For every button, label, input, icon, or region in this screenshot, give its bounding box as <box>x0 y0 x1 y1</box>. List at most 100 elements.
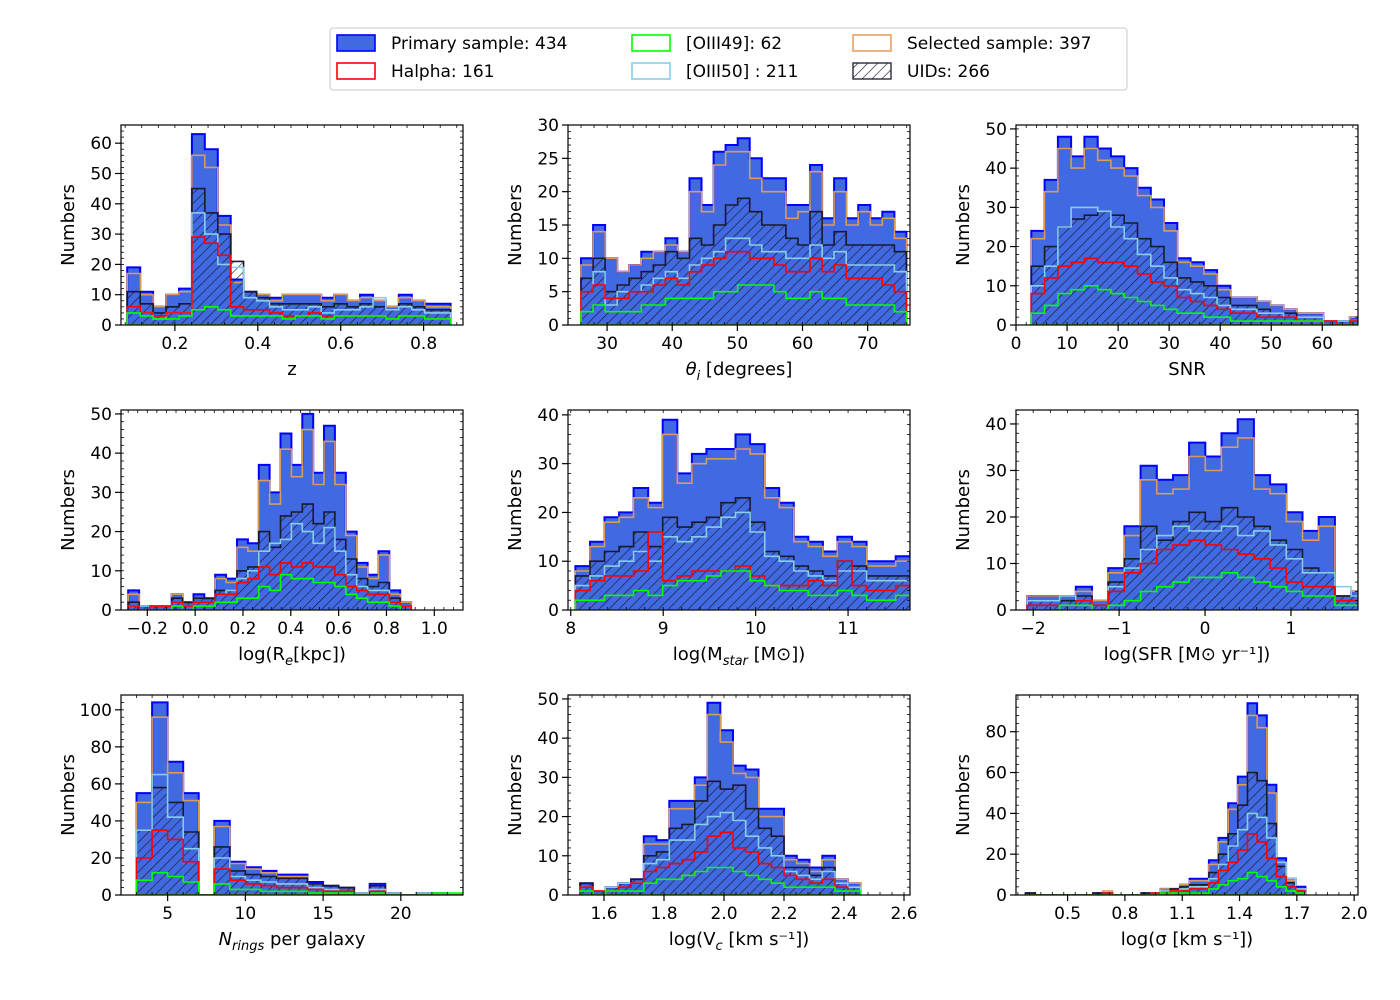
y-tick-label: 30 <box>537 768 559 788</box>
x-tick-label: 30 <box>1158 334 1180 354</box>
x-tick-label: 40 <box>661 334 683 354</box>
x-tick-label: 2.4 <box>830 904 857 924</box>
y-tick-label: 30 <box>90 483 112 503</box>
x-axis-label-main: θ <box>686 359 697 380</box>
uids-hatched-z <box>126 187 452 325</box>
x-axis-label: log(SFR [M⊙ yr⁻¹]) <box>1104 644 1271 665</box>
panel-sigma: 0.5 0.8 1.1 1.4 1.7 2.0 0 20 40 60 80 Numbers log(σ … <box>953 694 1368 950</box>
uids-hatched-re <box>127 503 412 610</box>
x-tick-label: 1.8 <box>650 904 677 924</box>
x-axis-label-rest: [M⊙ yr⁻¹]) <box>1172 644 1270 665</box>
x-tick-label: 11 <box>837 619 859 639</box>
x-tick-label: 1 <box>1286 619 1297 639</box>
oiii49-outline-sfr <box>1027 572 1358 610</box>
x-axis-label-rest: [km s⁻¹]) <box>723 929 810 950</box>
x-axis-label: log(Re[kpc]) <box>238 644 346 669</box>
x-tick-label: 0.4 <box>244 334 271 354</box>
y-tick-label: 20 <box>985 238 1007 258</box>
oiii49-outline-re <box>128 573 412 610</box>
y-tick-label: 0 <box>996 886 1007 906</box>
y-tick-label: 0 <box>101 316 112 336</box>
uids-hatched-mstar <box>574 497 910 610</box>
primary-bar-re-23 <box>378 551 390 610</box>
y-tick-label: 10 <box>985 554 1007 574</box>
y-axis-label: Numbers <box>953 754 974 836</box>
x-tick-label: 0.2 <box>229 619 256 639</box>
y-tick-label: 0 <box>548 316 559 336</box>
x-axis-label-main: log(V <box>669 929 716 950</box>
x-tick-label: −0.2 <box>127 619 168 639</box>
x-tick-label: 60 <box>1311 334 1333 354</box>
x-axis-label-sub: rings <box>232 939 264 954</box>
legend-swatch-primary <box>336 34 376 52</box>
primary-bar-snr-25 <box>1363 321 1377 325</box>
x-axis-label-sub: i <box>697 369 701 384</box>
x-axis-label-rest: [degrees] <box>700 359 792 380</box>
y-tick-label: 0 <box>548 886 559 906</box>
x-tick-label: 0.4 <box>277 619 304 639</box>
legend-label-oiii50: [OIII50] : 211 <box>686 62 798 82</box>
y-tick-label: 20 <box>90 849 112 869</box>
y-tick-label: 80 <box>985 723 1007 743</box>
legend-swatch-oiii50 <box>631 62 671 80</box>
selected-outline-nrings <box>135 716 463 895</box>
y-axis-label: Numbers <box>953 469 974 551</box>
plot-area-sfr <box>1026 418 1358 610</box>
oiii49-outline-sigma <box>1025 871 1307 895</box>
y-tick-label: 50 <box>537 690 559 710</box>
panel-z: 0.2 0.4 0.6 0.8 0 10 20 30 40 50 60 Numbers z <box>58 124 464 380</box>
x-tick-label: 50 <box>1260 334 1282 354</box>
panel-vc: 1.6 1.8 2.0 2.2 2.4 2.6 0 10 20 30 40 50 Numbers log(… <box>505 690 918 954</box>
panel-nrings: 5 10 15 20 0 20 40 60 80 100 Numbers Nrings per gal… <box>58 694 464 954</box>
x-axis-label-main: log(R <box>238 644 285 665</box>
x-tick-label: 1.4 <box>1226 904 1253 924</box>
y-tick-label: 20 <box>537 808 559 828</box>
plot-area-nrings <box>135 701 463 895</box>
y-tick-label: 30 <box>90 225 112 245</box>
x-axis-label-rest: [M⊙]) <box>748 644 805 665</box>
oiii50-outline-snr <box>1030 206 1358 325</box>
x-tick-label: 1.7 <box>1283 904 1310 924</box>
x-axis-label-main: SNR <box>1168 359 1205 380</box>
x-tick-label: 60 <box>792 334 814 354</box>
y-tick-label: 40 <box>537 406 559 426</box>
x-tick-label: 0 <box>1200 619 1211 639</box>
halpha-outline-vc <box>579 831 862 895</box>
y-tick-label: 10 <box>985 277 1007 297</box>
x-axis-label-main: log(σ <box>1121 929 1167 950</box>
y-tick-label: 5 <box>548 283 559 303</box>
plot-area-mstar <box>574 418 910 610</box>
x-tick-label: 20 <box>1107 334 1129 354</box>
panel-mstar: 8 9 10 11 0 10 20 30 40 Numbers log(Mstar [M⊙]) <box>505 406 911 669</box>
x-tick-label: 50 <box>727 334 749 354</box>
y-tick-label: 20 <box>985 845 1007 865</box>
x-axis-label: log(σ [km s⁻¹]) <box>1121 929 1253 950</box>
x-axis-label-sub: star <box>723 654 750 669</box>
oiii50-outline-sigma <box>1025 812 1307 895</box>
legend-swatch-oiii49 <box>631 34 671 52</box>
x-tick-label: 2.2 <box>770 904 797 924</box>
y-tick-label: 100 <box>80 701 112 721</box>
x-tick-label: 10 <box>1056 334 1078 354</box>
x-tick-label: 10 <box>235 904 257 924</box>
primary-bar-snr-27 <box>1390 321 1400 325</box>
x-tick-label: 0.2 <box>161 334 188 354</box>
x-tick-label: −2 <box>1021 619 1046 639</box>
legend-swatch-selected <box>852 34 892 52</box>
x-tick-label: 40 <box>1209 334 1231 354</box>
y-tick-label: 30 <box>985 461 1007 481</box>
selected-outline-snr <box>1030 147 1358 325</box>
halpha-outline-sigma <box>1025 833 1307 895</box>
y-tick-label: 40 <box>90 195 112 215</box>
x-tick-label: 0.8 <box>1111 904 1138 924</box>
primary-bar-snr-26 <box>1376 321 1390 325</box>
y-tick-label: 30 <box>985 198 1007 218</box>
halpha-outline-theta <box>580 250 908 325</box>
x-tick-label: 0.6 <box>325 619 352 639</box>
x-tick-label: 70 <box>857 334 879 354</box>
x-tick-label: 10 <box>745 619 767 639</box>
uids-hatched-vc <box>579 780 862 895</box>
x-tick-label: 5 <box>162 904 173 924</box>
y-tick-label: 0 <box>101 886 112 906</box>
plot-area-vc <box>579 701 862 895</box>
